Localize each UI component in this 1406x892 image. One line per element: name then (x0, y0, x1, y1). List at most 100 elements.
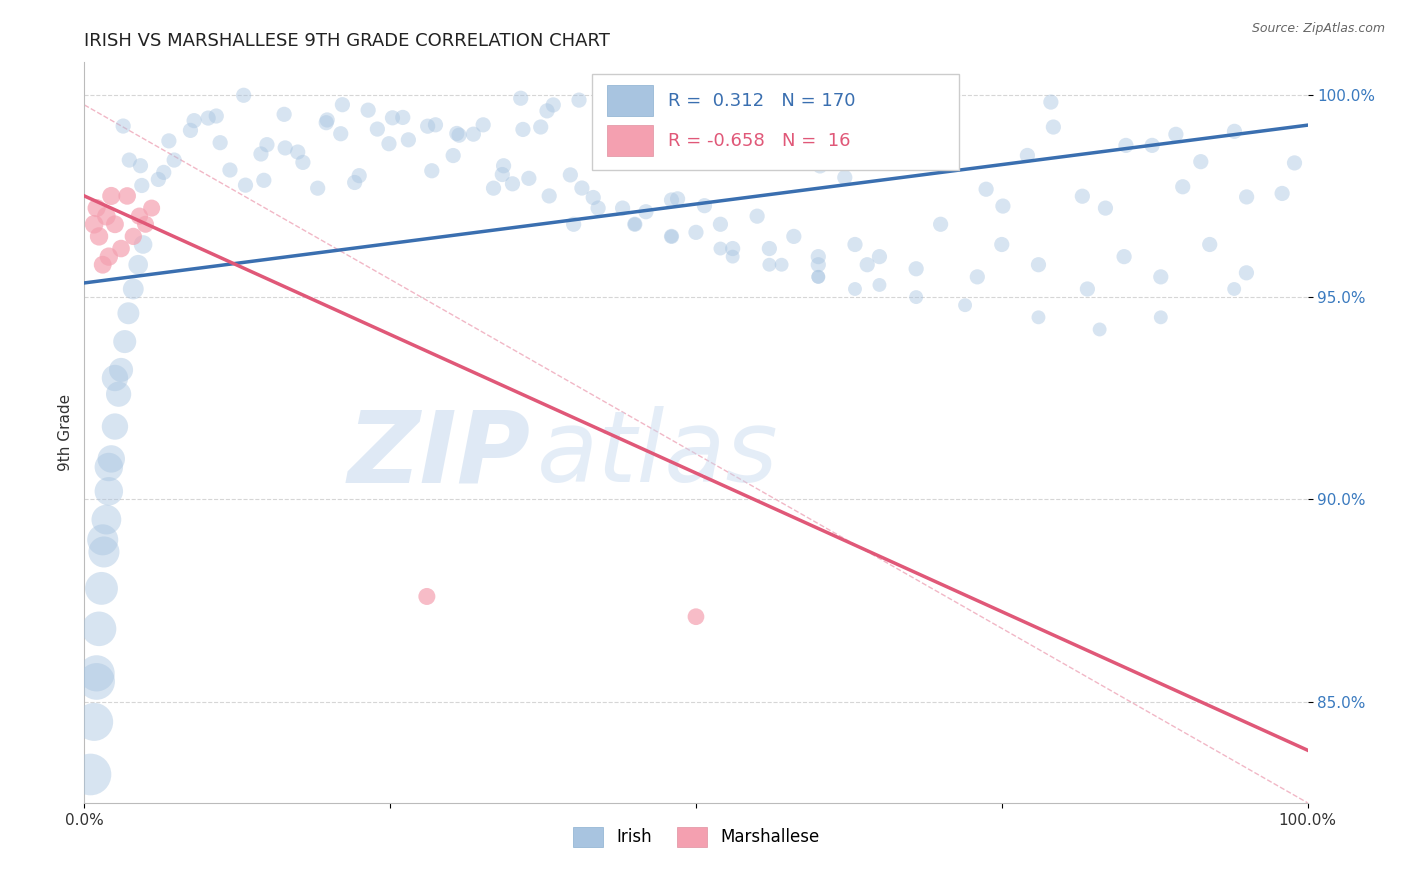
Point (536, 103, 558, 118)
Point (357, 103, 380, 117)
Point (637, 112, 659, 127)
Point (807, 269, 830, 284)
Point (562, 217, 585, 231)
Point (1271, 186, 1294, 201)
Point (287, 145, 309, 159)
Point (1114, 250, 1136, 264)
Point (890, 126, 912, 140)
Text: IRISH VS MARSHALLESE 9TH GRADE CORRELATION CHART: IRISH VS MARSHALLESE 9TH GRADE CORRELATI… (84, 32, 610, 50)
Text: atlas: atlas (537, 407, 779, 503)
Point (416, 590, 439, 604)
Point (709, 217, 731, 231)
Point (91, 258, 114, 272)
Point (132, 237, 155, 252)
Point (807, 269, 830, 284)
Point (661, 193, 683, 207)
Point (1076, 282, 1098, 296)
Point (1236, 190, 1258, 204)
Point (100, 189, 122, 203)
Point (122, 229, 145, 244)
Point (332, 97, 354, 112)
Point (347, 169, 370, 183)
Point (463, 127, 485, 141)
Legend: Irish, Marshallese: Irish, Marshallese (567, 820, 825, 854)
Point (1115, 138, 1137, 153)
Point (449, 128, 471, 143)
Point (104, 419, 127, 434)
Point (560, 168, 582, 182)
Point (472, 118, 495, 132)
Point (416, 119, 439, 133)
Point (991, 237, 1014, 252)
Point (1164, 128, 1187, 142)
Point (770, 258, 793, 272)
Y-axis label: 9th Grade: 9th Grade (58, 394, 73, 471)
Point (905, 290, 928, 304)
Point (747, 209, 769, 223)
Point (420, 163, 443, 178)
Point (808, 159, 831, 173)
Point (1088, 322, 1111, 336)
Point (209, 136, 232, 150)
Point (869, 250, 891, 264)
Point (610, 133, 633, 147)
Point (205, 109, 228, 123)
Point (87, 622, 110, 636)
Point (378, 136, 401, 151)
Point (571, 181, 593, 195)
Point (807, 258, 830, 272)
Point (163, 153, 186, 167)
Point (502, 177, 524, 191)
Point (661, 229, 683, 244)
Point (737, 92, 759, 106)
Point (685, 225, 707, 239)
Point (953, 298, 976, 312)
Point (756, 117, 779, 131)
Point (86, 666, 108, 681)
Point (1223, 282, 1246, 296)
Point (425, 118, 447, 132)
Point (104, 371, 127, 385)
Point (110, 242, 132, 256)
Point (83, 217, 105, 231)
Point (253, 173, 276, 187)
Point (329, 127, 352, 141)
Point (391, 111, 413, 125)
Point (512, 122, 534, 136)
Point (966, 269, 988, 284)
Point (634, 204, 657, 219)
Point (152, 165, 174, 179)
Point (905, 261, 928, 276)
Point (783, 229, 806, 244)
Point (891, 133, 914, 147)
Point (517, 171, 540, 186)
Point (1284, 156, 1306, 170)
Point (118, 153, 141, 167)
Point (256, 137, 278, 152)
Point (97, 460, 120, 475)
Point (91, 533, 114, 547)
Point (157, 134, 180, 148)
Point (807, 250, 830, 264)
Text: R =  0.312   N = 170: R = 0.312 N = 170 (668, 92, 855, 110)
FancyBboxPatch shape (606, 126, 654, 156)
Point (1223, 124, 1246, 138)
Point (661, 229, 683, 244)
Point (316, 112, 339, 127)
Point (148, 172, 170, 186)
Point (491, 168, 513, 182)
Point (366, 122, 388, 136)
Point (1017, 148, 1039, 162)
Point (1150, 310, 1173, 325)
Point (482, 181, 505, 195)
Point (100, 451, 122, 466)
Text: Source: ZipAtlas.com: Source: ZipAtlas.com (1251, 22, 1385, 36)
Point (1094, 201, 1116, 215)
Point (1039, 95, 1062, 109)
Point (543, 98, 565, 112)
Point (624, 217, 647, 231)
Point (110, 363, 132, 377)
Point (86, 201, 108, 215)
Point (97, 250, 120, 264)
Point (197, 111, 219, 125)
